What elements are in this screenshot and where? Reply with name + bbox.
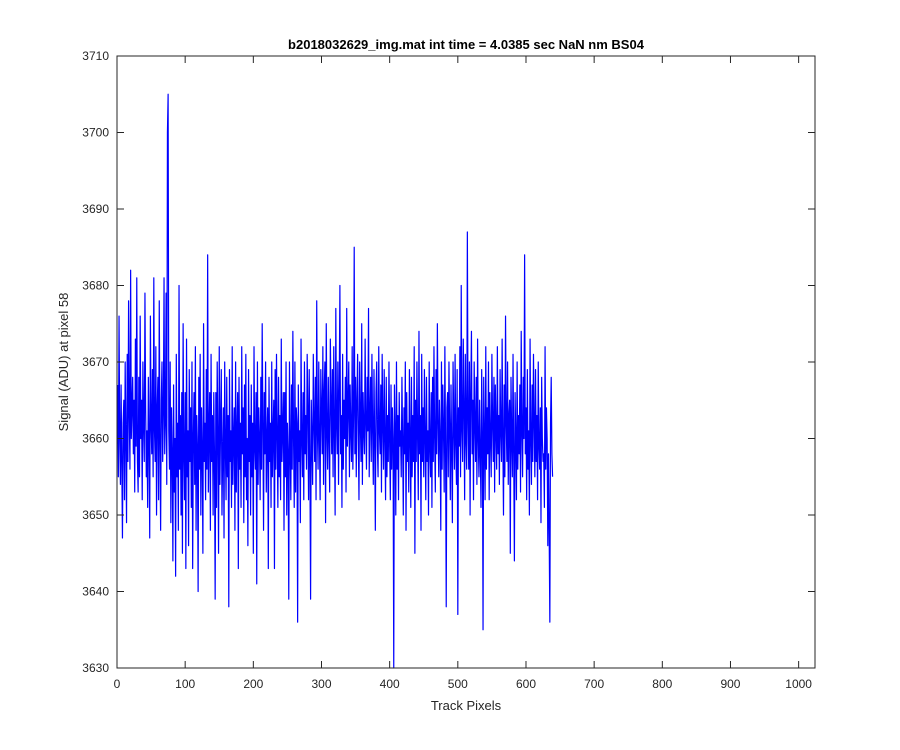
y-tick-label-3670: 3670 bbox=[82, 355, 109, 369]
series-line-0 bbox=[117, 93, 554, 669]
x-tick-label-500: 500 bbox=[448, 677, 468, 691]
y-tick-label-3700: 3700 bbox=[82, 126, 109, 140]
x-tick-label-900: 900 bbox=[720, 677, 740, 691]
y-axis-label: Signal (ADU) at pixel 58 bbox=[56, 293, 71, 432]
y-tick-label-3660: 3660 bbox=[82, 432, 109, 446]
y-tick-label-3630: 3630 bbox=[82, 661, 109, 675]
y-tick-label-3690: 3690 bbox=[82, 202, 109, 216]
y-axis: 3630 3640 3650 3660 3670 3680 3690 3700 3710 bbox=[82, 49, 815, 675]
series-group bbox=[117, 93, 554, 669]
x-tick-label-200: 200 bbox=[243, 677, 263, 691]
x-tick-label-800: 800 bbox=[652, 677, 672, 691]
x-tick-label-300: 300 bbox=[311, 677, 331, 691]
x-tick-label-0: 0 bbox=[114, 677, 121, 691]
x-tick-label-700: 700 bbox=[584, 677, 604, 691]
y-tick-label-3650: 3650 bbox=[82, 508, 109, 522]
x-tick-label-400: 400 bbox=[380, 677, 400, 691]
y-tick-label-3680: 3680 bbox=[82, 279, 109, 293]
plot-area-background bbox=[117, 56, 815, 668]
x-axis-label: Track Pixels bbox=[431, 698, 502, 713]
chart-title: b2018032629_img.mat int time = 4.0385 se… bbox=[288, 37, 645, 52]
y-tick-label-3640: 3640 bbox=[82, 585, 109, 599]
x-axis: 0 100 200 300 400 500 600 700 800 900 1000 bbox=[114, 56, 812, 691]
x-tick-label-600: 600 bbox=[516, 677, 536, 691]
x-tick-label-100: 100 bbox=[175, 677, 195, 691]
y-tick-label-3710: 3710 bbox=[82, 49, 109, 63]
x-tick-label-1000: 1000 bbox=[785, 677, 812, 691]
